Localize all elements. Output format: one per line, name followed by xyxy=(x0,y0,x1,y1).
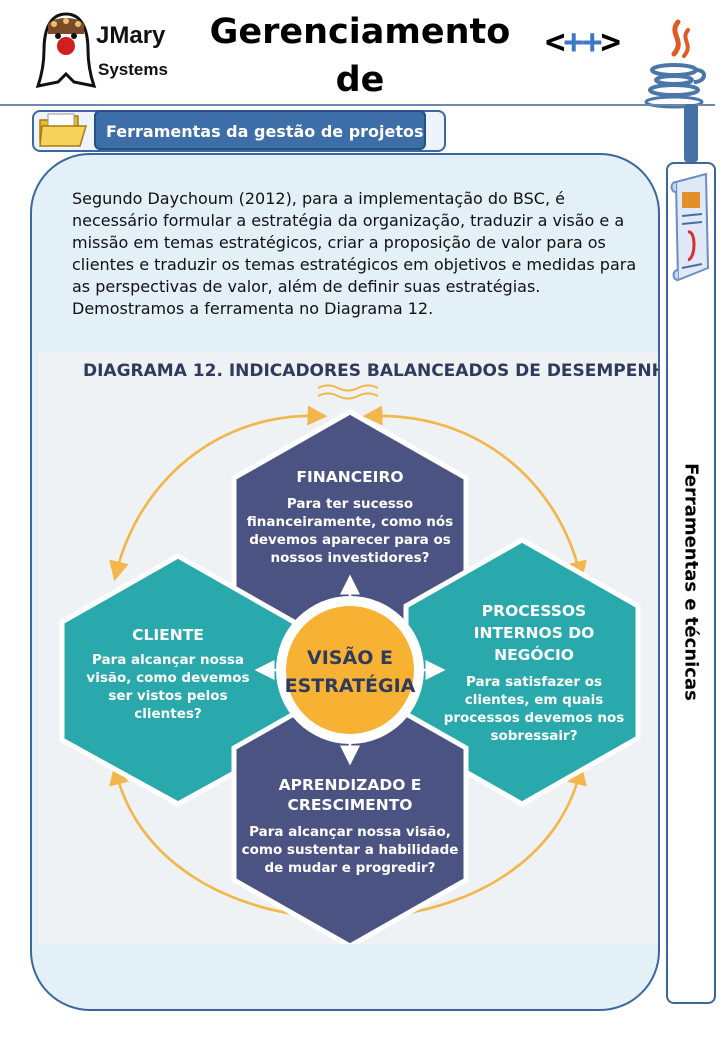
center-connectors xyxy=(254,574,446,766)
balanced-scorecard-diagram: DIAGRAMA 12. INDICADORES BALANCEADOS DE … xyxy=(38,352,658,944)
processos-heading-2: INTERNOS DO xyxy=(474,624,595,642)
sidebar-panel xyxy=(666,162,716,1004)
diagram-title: DIAGRAMA 12. INDICADORES BALANCEADOS DE … xyxy=(83,361,658,381)
cpp-logo-icon: <++> xyxy=(545,22,621,62)
aprendizado-body-3: de mudar e progredir? xyxy=(264,860,435,876)
newspaper-scroll-icon xyxy=(670,172,710,282)
center-circle xyxy=(286,606,414,734)
hexagon-processos xyxy=(403,537,641,807)
processos-body-3: processos devemos nos xyxy=(444,710,625,726)
cliente-body-1: Para alcançar nossa xyxy=(92,652,244,668)
aprendizado-body-1: Para alcançar nossa visão, xyxy=(249,824,451,840)
center-label-line1: VISÃO E xyxy=(307,645,393,669)
sidebar-label: Ferramentas e técnicas xyxy=(680,463,702,701)
financeiro-body-2: financeiramente, como nós xyxy=(247,514,453,530)
financeiro-heading: FINANCEIRO xyxy=(296,468,403,486)
processos-heading-1: PROCESSOS xyxy=(482,602,586,620)
title-wave-decoration xyxy=(317,392,379,400)
duke-mascot-icon xyxy=(35,12,97,88)
cliente-body-3: ser vistos pelos xyxy=(108,688,227,704)
cliente-body-4: clientes? xyxy=(134,706,202,722)
center-label-line2: ESTRATÉGIA xyxy=(285,674,416,697)
financeiro-body-4: nossos investidores? xyxy=(271,550,430,566)
cliente-heading: CLIENTE xyxy=(132,626,204,644)
intro-paragraph: Segundo Daychoum (2012), para a implemen… xyxy=(72,189,637,318)
aprendizado-body-2: como sustentar a habilidade xyxy=(242,842,459,858)
aprendizado-heading-1: APRENDIZADO E xyxy=(279,776,422,794)
brand-sub: Systems xyxy=(98,60,168,79)
processos-body-4: sobressair? xyxy=(490,728,577,744)
financeiro-body-3: devemos aparecer para os xyxy=(249,532,451,548)
arrow-processos-financeiro xyxy=(362,405,582,575)
folder-icon xyxy=(39,113,88,147)
processos-body-1: Para satisfazer os xyxy=(466,674,602,690)
arrow-cliente-financeiro xyxy=(114,405,328,575)
brand-name: JMary xyxy=(96,22,166,49)
processos-heading-3: NEGÓCIO xyxy=(494,645,574,664)
processos-body-2: clientes, em quais xyxy=(465,692,603,708)
java-coffee-icon xyxy=(644,19,706,109)
section-label: Ferramentas da gestão de projetos xyxy=(94,110,426,150)
aprendizado-heading-2: CRESCIMENTO xyxy=(288,796,413,814)
financeiro-body-1: Para ter sucesso xyxy=(287,496,413,512)
header-divider xyxy=(0,104,715,106)
hexagon-aprendizado xyxy=(231,679,469,944)
title-wave-decoration xyxy=(317,384,379,392)
cliente-body-2: visão, como devemos xyxy=(86,670,249,686)
sidebar-connector xyxy=(684,104,698,162)
